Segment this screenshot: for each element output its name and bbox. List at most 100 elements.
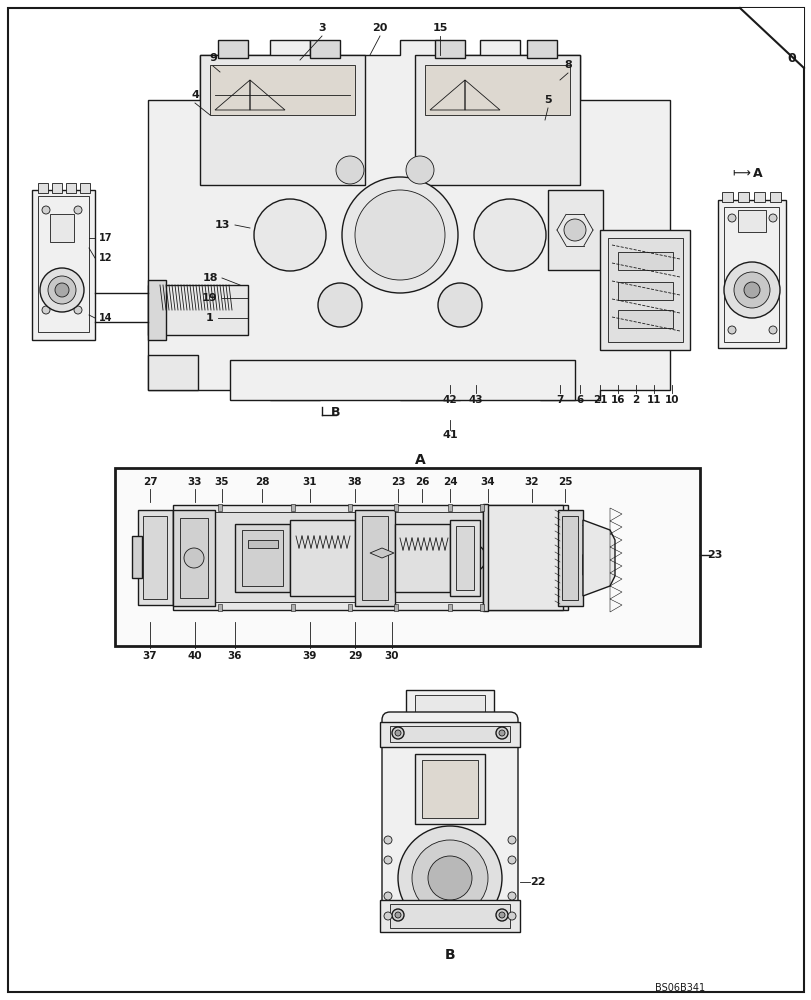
Text: 15: 15 xyxy=(431,23,447,33)
Circle shape xyxy=(336,156,363,184)
Bar xyxy=(80,183,90,193)
Bar xyxy=(173,510,215,606)
Bar xyxy=(737,210,765,232)
Text: BS06B341: BS06B341 xyxy=(654,983,704,993)
Circle shape xyxy=(55,283,69,297)
Bar xyxy=(526,40,556,58)
Circle shape xyxy=(768,214,776,222)
Circle shape xyxy=(508,836,515,844)
Bar xyxy=(414,695,484,720)
Bar xyxy=(753,192,764,202)
Text: 34: 34 xyxy=(480,477,495,487)
Bar xyxy=(242,530,283,586)
Bar xyxy=(479,604,483,611)
Bar xyxy=(617,282,672,300)
Bar xyxy=(52,183,62,193)
Text: 42: 42 xyxy=(442,395,457,405)
Bar xyxy=(617,252,672,270)
Circle shape xyxy=(42,306,50,314)
Text: 0: 0 xyxy=(787,52,796,65)
Bar xyxy=(210,65,354,115)
Text: 25: 25 xyxy=(557,477,572,487)
Text: 24: 24 xyxy=(442,477,457,487)
Bar xyxy=(290,504,294,511)
Bar xyxy=(348,504,351,511)
Bar xyxy=(38,183,48,193)
Text: 35: 35 xyxy=(214,477,229,487)
Bar xyxy=(217,604,221,611)
Bar xyxy=(393,604,397,611)
Bar xyxy=(180,518,208,598)
Bar xyxy=(456,526,474,590)
Circle shape xyxy=(254,199,325,271)
Bar xyxy=(180,512,557,602)
Text: 38: 38 xyxy=(347,477,362,487)
Bar xyxy=(115,468,699,646)
Bar xyxy=(66,183,76,193)
Polygon shape xyxy=(370,548,393,558)
Text: 36: 36 xyxy=(227,651,242,661)
Text: 32: 32 xyxy=(524,477,539,487)
Text: 37: 37 xyxy=(143,651,157,661)
Circle shape xyxy=(727,326,735,334)
Circle shape xyxy=(42,206,50,214)
Circle shape xyxy=(499,730,504,736)
Bar xyxy=(483,504,487,611)
Bar xyxy=(414,754,484,824)
Circle shape xyxy=(406,156,433,184)
Bar xyxy=(247,540,277,548)
FancyBboxPatch shape xyxy=(381,712,517,923)
Bar xyxy=(148,285,247,335)
Text: 21: 21 xyxy=(592,395,607,405)
Text: 26: 26 xyxy=(414,477,429,487)
Bar xyxy=(138,510,173,605)
Circle shape xyxy=(723,262,779,318)
Bar xyxy=(290,604,294,611)
Circle shape xyxy=(411,840,487,916)
Text: 6: 6 xyxy=(576,395,583,405)
Text: 40: 40 xyxy=(187,651,202,661)
Text: 11: 11 xyxy=(646,395,660,405)
Bar xyxy=(389,726,509,742)
Circle shape xyxy=(392,727,404,739)
Bar xyxy=(132,536,142,578)
Bar xyxy=(607,238,682,342)
Bar xyxy=(290,520,354,596)
Circle shape xyxy=(508,892,515,900)
Circle shape xyxy=(184,548,204,568)
Circle shape xyxy=(496,727,508,739)
Text: 22: 22 xyxy=(530,877,545,887)
Bar xyxy=(310,40,340,58)
Bar xyxy=(148,355,198,390)
Bar xyxy=(173,505,568,610)
Bar xyxy=(38,196,89,332)
Bar xyxy=(148,280,165,340)
Polygon shape xyxy=(148,40,669,400)
Text: 30: 30 xyxy=(384,651,399,661)
Bar xyxy=(448,504,452,511)
Circle shape xyxy=(733,272,769,308)
Circle shape xyxy=(394,912,401,918)
Circle shape xyxy=(384,836,392,844)
Text: 4: 4 xyxy=(191,90,199,100)
Polygon shape xyxy=(582,520,614,596)
Bar xyxy=(449,520,479,596)
Text: 39: 39 xyxy=(303,651,317,661)
Circle shape xyxy=(394,730,401,736)
Circle shape xyxy=(384,892,392,900)
Bar xyxy=(393,504,397,511)
Text: 14: 14 xyxy=(99,313,113,323)
Circle shape xyxy=(474,199,545,271)
Bar xyxy=(737,192,748,202)
Bar xyxy=(234,524,290,592)
Text: 23: 23 xyxy=(390,477,405,487)
Text: 31: 31 xyxy=(303,477,317,487)
Bar xyxy=(557,510,582,606)
Polygon shape xyxy=(739,8,803,68)
Bar xyxy=(354,510,394,606)
Text: 7: 7 xyxy=(556,395,563,405)
Circle shape xyxy=(74,206,82,214)
Circle shape xyxy=(508,856,515,864)
Bar xyxy=(348,604,351,611)
Circle shape xyxy=(496,909,508,921)
